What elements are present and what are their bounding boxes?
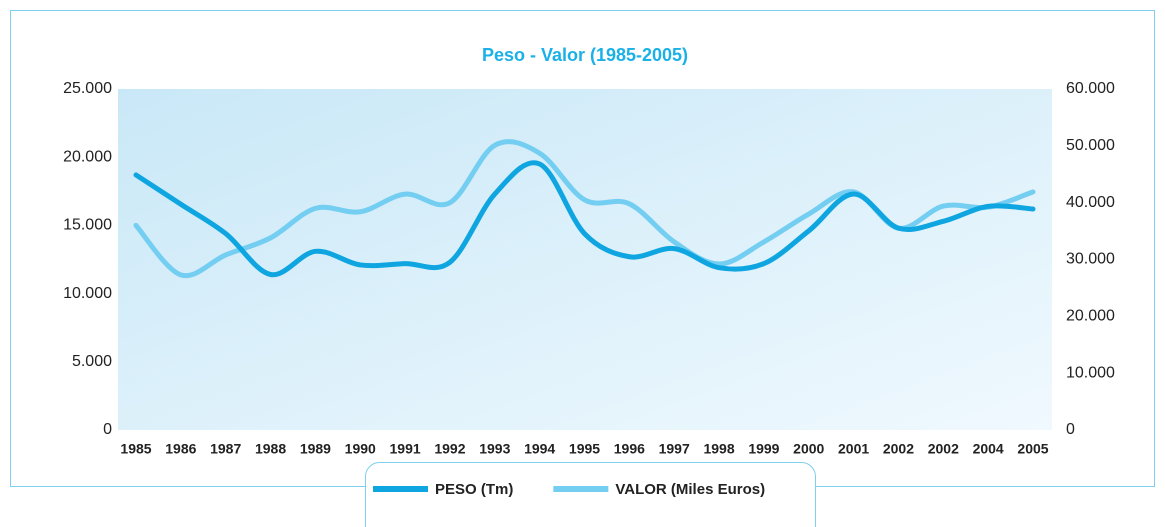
x-tick-label: 1994 bbox=[524, 441, 555, 457]
x-tick-label: 1986 bbox=[165, 441, 196, 457]
x-tick-label: 1987 bbox=[210, 441, 241, 457]
y2-tick-label: 10.000 bbox=[1066, 364, 1115, 381]
x-tick-label: 1999 bbox=[748, 441, 779, 457]
y-tick-label: 5.000 bbox=[72, 353, 112, 370]
y-tick-label: 15.000 bbox=[63, 217, 112, 234]
y2-tick-label: 20.000 bbox=[1066, 308, 1115, 325]
x-tick-label: 1991 bbox=[390, 441, 421, 457]
x-tick-label: 1996 bbox=[614, 441, 645, 457]
plot-area bbox=[118, 89, 1052, 430]
y-tick-label: 10.000 bbox=[63, 285, 112, 302]
y-tick-label: 0 bbox=[103, 421, 112, 438]
chart-title: Peso - Valor (1985-2005) bbox=[482, 45, 688, 65]
x-tick-label: 2002 bbox=[883, 441, 914, 457]
x-tick-label: 2002 bbox=[928, 441, 959, 457]
series-line bbox=[133, 160, 1036, 278]
x-tick-label: 1989 bbox=[300, 441, 331, 457]
y-tick-label: 25.000 bbox=[63, 80, 112, 97]
x-tick-label: 1992 bbox=[434, 441, 465, 457]
x-tick-label: 2004 bbox=[973, 441, 1004, 457]
x-tick-label: 1988 bbox=[255, 441, 286, 457]
legend-label: VALOR (Miles Euros) bbox=[615, 481, 765, 498]
x-tick-label: 1995 bbox=[569, 441, 600, 457]
y-tick-label: 20.000 bbox=[63, 148, 112, 165]
y2-tick-label: 30.000 bbox=[1066, 251, 1115, 268]
x-tick-label: 1997 bbox=[659, 441, 690, 457]
legend-box bbox=[365, 462, 816, 527]
y2-tick-label: 50.000 bbox=[1066, 137, 1115, 154]
x-tick-label: 1985 bbox=[120, 441, 151, 457]
y2-tick-label: 60.000 bbox=[1066, 80, 1115, 97]
x-tick-label: 2005 bbox=[1017, 441, 1048, 457]
x-tick-label: 2001 bbox=[838, 441, 869, 457]
legend-label: PESO (Tm) bbox=[435, 481, 513, 498]
y2-tick-label: 40.000 bbox=[1066, 194, 1115, 211]
x-tick-label: 1990 bbox=[345, 441, 376, 457]
x-tick-label: 1993 bbox=[479, 441, 510, 457]
x-tick-label: 1998 bbox=[703, 441, 734, 457]
y2-tick-label: 0 bbox=[1066, 421, 1075, 438]
x-tick-label: 2000 bbox=[793, 441, 824, 457]
